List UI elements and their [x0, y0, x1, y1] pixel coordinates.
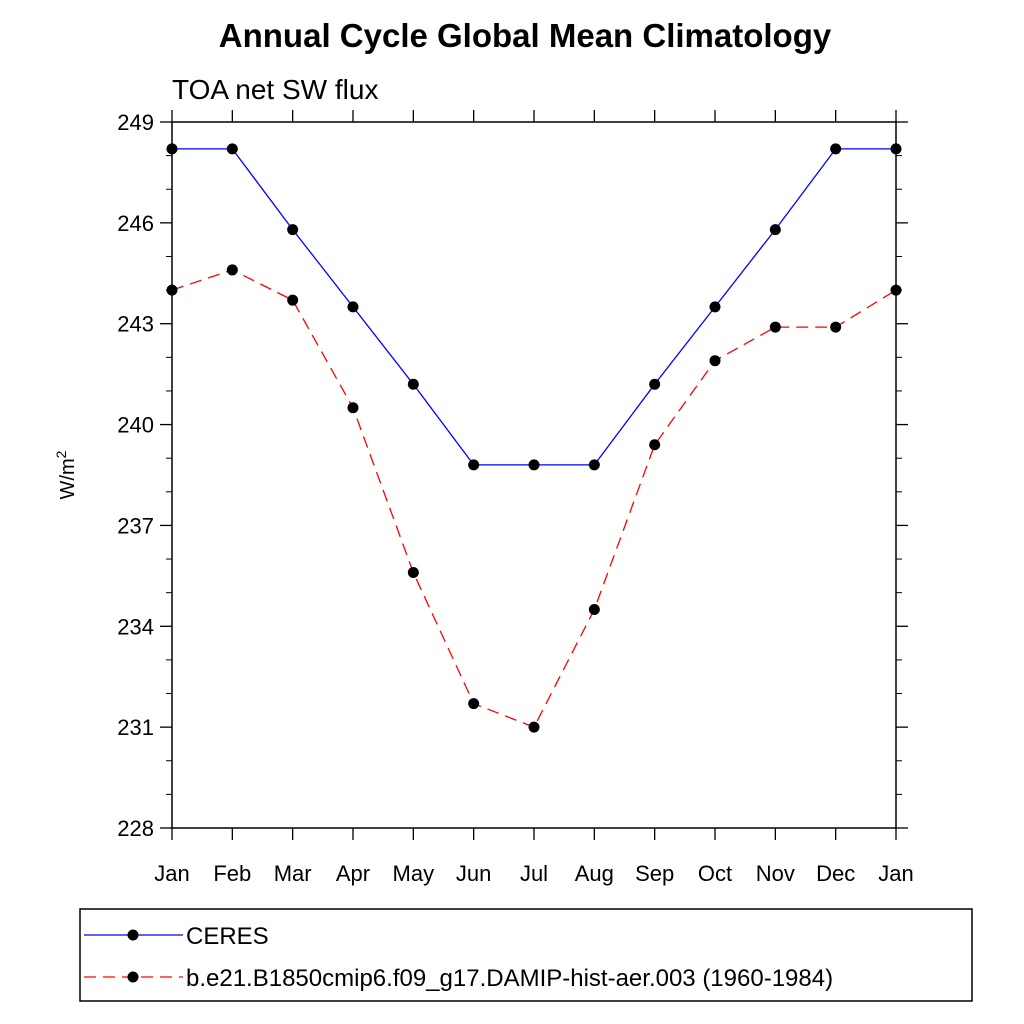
- series-line-0: [172, 148, 896, 466]
- y-tick-label: 249: [117, 110, 154, 135]
- y-axis-label-superscript: 2: [53, 450, 69, 458]
- series-1-point: [407, 566, 419, 578]
- series-0-point: [709, 301, 721, 313]
- y-tick-label: 237: [117, 513, 154, 538]
- legend-marker-model: [127, 971, 139, 983]
- series-0-point: [588, 459, 600, 471]
- legend-box: [79, 908, 973, 1002]
- series-0-point: [468, 459, 480, 471]
- series-0-point: [528, 459, 540, 471]
- x-tick-label: Feb: [213, 861, 251, 886]
- x-tick-label: Dec: [816, 861, 855, 886]
- series-0-point: [890, 143, 902, 155]
- legend-label-ceres: CERES: [186, 923, 269, 950]
- x-tick-label: Jan: [154, 861, 189, 886]
- series-1-point: [890, 284, 902, 296]
- series-0-point: [769, 224, 781, 236]
- series-line-1: [171, 269, 897, 728]
- x-tick-label: Apr: [336, 861, 370, 886]
- series-0-point: [347, 301, 359, 313]
- series-1-point: [649, 439, 661, 451]
- series-1-point: [588, 603, 600, 615]
- series-0-point: [649, 378, 661, 390]
- x-tick-label: Jan: [878, 861, 913, 886]
- x-tick-label: Sep: [635, 861, 674, 886]
- series-0-point: [407, 378, 419, 390]
- series-1-point: [287, 294, 299, 306]
- series-1-point: [468, 698, 480, 710]
- y-tick-label: 240: [117, 413, 154, 438]
- y-tick-label: 231: [117, 715, 154, 740]
- x-axis: Jan Feb Mar Apr May Jun Jul Aug Sep Oct Nov Dec Jan: [154, 110, 914, 886]
- series-0-point: [226, 143, 238, 155]
- chart-title: Annual Cycle Global Mean Climatology: [219, 17, 832, 54]
- series-1-point: [528, 721, 540, 733]
- chart-subtitle: TOA net SW flux: [172, 74, 378, 105]
- y-tick-label: 243: [117, 312, 154, 337]
- y-axis-label: W/m2: [53, 450, 79, 499]
- series-1-point: [830, 321, 842, 333]
- legend-marker-ceres: [127, 929, 139, 941]
- y-tick-label: 234: [117, 614, 154, 639]
- x-tick-label: Aug: [575, 861, 614, 886]
- series-1-point: [166, 284, 178, 296]
- series-1-point: [226, 264, 238, 276]
- series-layer: [166, 143, 902, 733]
- series-1-point: [347, 402, 359, 414]
- series-0-point: [830, 143, 842, 155]
- y-axis: 228 231 234 237 240 243 246 249: [117, 110, 908, 841]
- x-tick-label: May: [393, 861, 435, 886]
- series-0-point: [166, 143, 178, 155]
- x-tick-label: Oct: [698, 861, 732, 886]
- legend-label-model: b.e21.B1850cmip6.f09_g17.DAMIP-hist-aer.…: [186, 965, 833, 992]
- x-tick-label: Jun: [456, 861, 491, 886]
- legend: CERES b.e21.B1850cmip6.f09_g17.DAMIP-his…: [79, 908, 973, 1002]
- series-1-point: [769, 321, 781, 333]
- x-tick-label: Jul: [520, 861, 548, 886]
- y-tick-label: 228: [117, 816, 154, 841]
- series-0-point: [287, 224, 299, 236]
- x-tick-label: Nov: [756, 861, 795, 886]
- y-axis-label-unit: W/m: [57, 458, 79, 499]
- y-tick-label: 246: [117, 211, 154, 236]
- x-tick-label: Mar: [274, 861, 312, 886]
- series-1-point: [709, 355, 721, 367]
